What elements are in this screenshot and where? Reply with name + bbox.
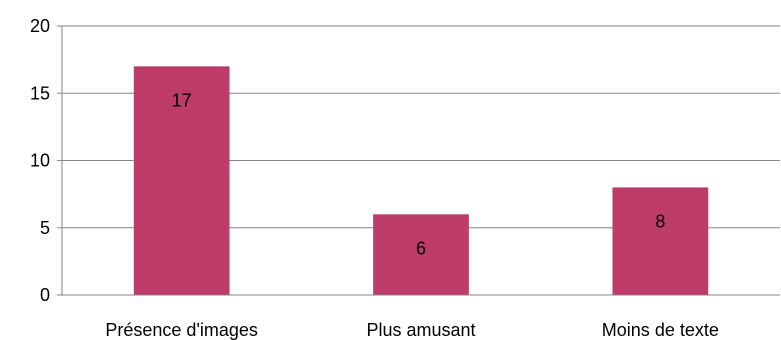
y-tick-labels: 0 5 10 15 20: [30, 16, 50, 305]
bar-3: [612, 187, 709, 295]
axes: [57, 25, 780, 296]
bars: [133, 66, 709, 295]
data-label-2: 6: [416, 238, 426, 258]
bar-2: [373, 214, 469, 295]
bar-1: [133, 66, 230, 295]
y-tick-label: 10: [30, 151, 50, 171]
data-label-3: 8: [655, 211, 665, 231]
y-tick-label: 0: [40, 285, 50, 305]
x-tick-label-1: Présence d'images: [105, 320, 258, 340]
y-tick-label: 20: [30, 16, 50, 36]
y-tick-label: 5: [40, 218, 50, 238]
x-tick-label-3: Moins de texte: [602, 320, 719, 340]
x-tick-label-2: Plus amusant: [366, 320, 475, 340]
x-tick-labels: Présence d'images Plus amusant Moins de te…: [105, 320, 718, 340]
y-tick-label: 15: [30, 83, 50, 103]
data-label-1: 17: [172, 90, 192, 110]
